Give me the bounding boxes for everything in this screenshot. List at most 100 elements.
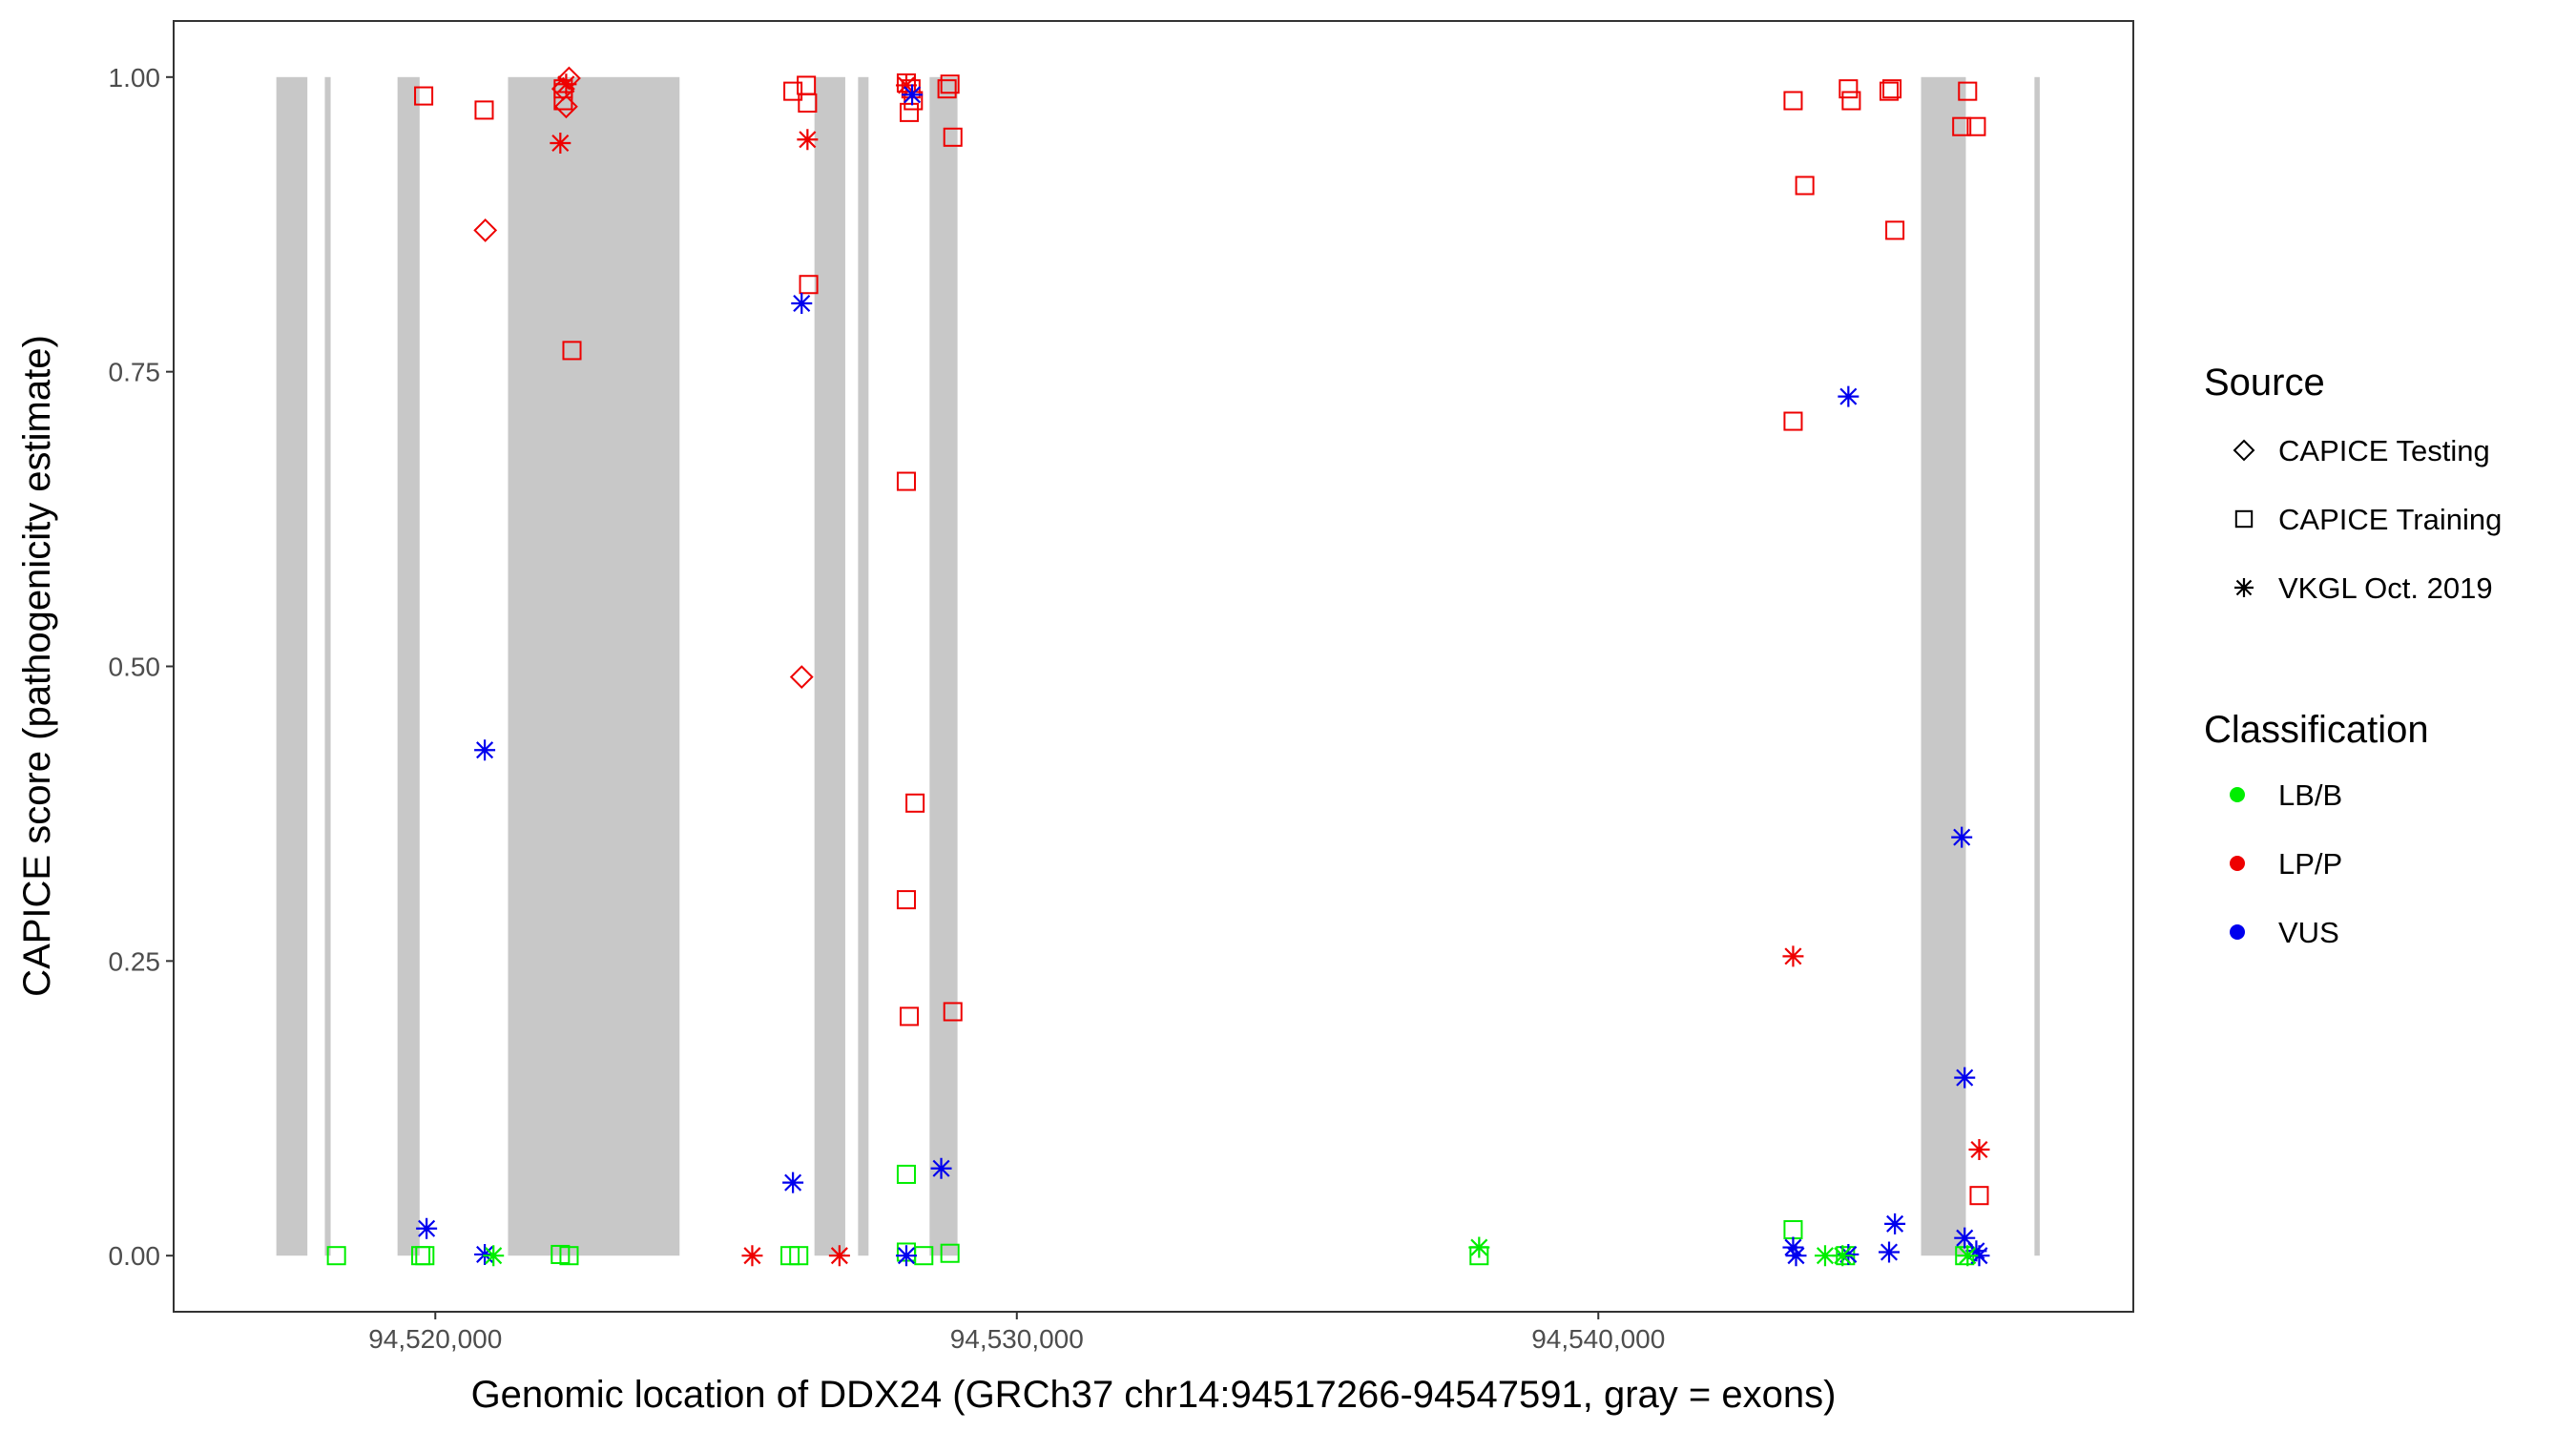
- data-point-capice-training: [1795, 176, 1815, 196]
- data-point-capice-training: [1783, 1219, 1803, 1240]
- data-point-vkgl-oct-2019: [1957, 1245, 1979, 1267]
- y-axis-title: CAPICE score (pathogenicity estimate): [16, 335, 58, 997]
- data-point-capice-training: [1966, 116, 1986, 136]
- x-tick-label: 94,530,000: [950, 1324, 1084, 1354]
- data-point-vkgl-oct-2019: [797, 129, 819, 151]
- data-point-capice-testing: [551, 76, 575, 101]
- legend-classification-label: LB/B: [2278, 778, 2342, 812]
- data-point-capice-training: [1958, 81, 1978, 101]
- legend-key-dot: [2230, 856, 2245, 871]
- data-point-capice-training: [783, 81, 803, 101]
- legend-classification: Classification LB/B LP/P VUS: [2204, 709, 2429, 949]
- data-point-capice-training: [562, 341, 582, 361]
- data-point-capice-testing: [553, 94, 578, 119]
- x-tick-label: 94,540,000: [1531, 1324, 1665, 1354]
- data-point-vkgl-oct-2019: [1965, 1240, 1987, 1262]
- x-tick-label: 94,520,000: [368, 1324, 502, 1354]
- exon-band: [324, 76, 331, 1256]
- data-point-vkgl-oct-2019: [1954, 1067, 1976, 1089]
- data-point-capice-training: [326, 1246, 346, 1266]
- data-point-vkgl-oct-2019: [1832, 1245, 1854, 1267]
- data-point-capice-training: [943, 1002, 963, 1022]
- legend-source: Source CAPICE Testing CAPICE Training VKGL…: [2204, 362, 2502, 605]
- data-point-capice-training: [1783, 91, 1803, 111]
- data-point-vkgl-oct-2019: [791, 293, 813, 314]
- legend-source-label: VKGL Oct. 2019: [2278, 571, 2493, 605]
- data-point-vkgl-oct-2019: [416, 1217, 438, 1239]
- legend-key-diamond: [2233, 439, 2255, 462]
- data-point-capice-training: [415, 1246, 435, 1266]
- data-point-vkgl-oct-2019: [1814, 1245, 1836, 1267]
- y-tick-label: 0.50: [109, 653, 161, 682]
- legend-key-square: [2234, 509, 2254, 529]
- data-point-vkgl-oct-2019: [741, 1245, 763, 1267]
- data-point-capice-testing: [557, 66, 581, 91]
- data-point-capice-training: [553, 91, 573, 111]
- data-point-capice-training: [797, 75, 817, 95]
- data-point-capice-training: [896, 1164, 916, 1184]
- y-tick-label: 0.00: [109, 1241, 161, 1271]
- data-point-vkgl-oct-2019: [782, 1172, 804, 1193]
- data-point-capice-training: [474, 100, 494, 120]
- exon-band: [1921, 76, 1966, 1256]
- data-point-vkgl-oct-2019: [1884, 1213, 1906, 1234]
- data-point-capice-training: [905, 793, 925, 813]
- y-tick-label: 0.75: [109, 358, 161, 387]
- legend-source-title: Source: [2204, 362, 2325, 404]
- legend-key-dot: [2230, 787, 2245, 802]
- data-point-capice-training: [896, 890, 916, 910]
- data-point-vkgl-oct-2019: [1951, 826, 1973, 848]
- data-point-capice-training: [899, 102, 920, 122]
- exon-band: [858, 76, 869, 1256]
- data-point-vkgl-oct-2019: [895, 74, 917, 96]
- data-point-vkgl-oct-2019: [895, 1245, 917, 1267]
- exon-layer: [276, 76, 2040, 1256]
- plot-panel: [173, 20, 2134, 1313]
- legend-source-label: CAPICE Testing: [2278, 434, 2490, 467]
- data-point-capice-training: [899, 1006, 920, 1027]
- data-point-capice-training: [1839, 79, 1859, 99]
- points-layer: [326, 66, 1990, 1267]
- data-point-vkgl-oct-2019: [1468, 1236, 1490, 1258]
- exon-band: [2034, 76, 2040, 1256]
- data-point-vkgl-oct-2019: [1782, 1236, 1804, 1258]
- data-point-vkgl-oct-2019: [1838, 385, 1859, 407]
- data-point-vkgl-oct-2019: [483, 1245, 505, 1267]
- data-point-vkgl-oct-2019: [1968, 1245, 1990, 1267]
- data-point-vkgl-oct-2019: [930, 1157, 952, 1179]
- data-point-capice-training: [896, 471, 916, 491]
- y-tick-label: 0.25: [109, 946, 161, 976]
- data-point-capice-training: [1783, 411, 1803, 431]
- data-point-capice-training: [940, 1243, 960, 1263]
- y-axis: 0.00 0.25 0.50 0.75 1.00: [109, 63, 174, 1271]
- legend-classification-label: VUS: [2278, 916, 2339, 949]
- legend-classification-label: LP/P: [2278, 847, 2342, 881]
- data-point-vkgl-oct-2019: [474, 1243, 496, 1265]
- data-point-capice-testing: [789, 665, 814, 690]
- y-tick-label: 1.00: [109, 63, 161, 93]
- data-point-vkgl-oct-2019: [1879, 1241, 1901, 1263]
- data-point-capice-training: [940, 74, 960, 94]
- data-point-capice-training: [1885, 220, 1905, 240]
- legend-key-dot: [2230, 924, 2245, 940]
- data-point-vkgl-oct-2019: [474, 739, 496, 761]
- legend-classification-title: Classification: [2204, 709, 2429, 751]
- data-point-capice-training: [1882, 79, 1902, 99]
- data-point-capice-training: [799, 275, 819, 295]
- exon-band: [508, 76, 680, 1256]
- data-point-capice-training: [1969, 1186, 1989, 1206]
- exon-band: [814, 76, 845, 1256]
- data-point-vkgl-oct-2019: [828, 1245, 850, 1267]
- data-point-vkgl-oct-2019: [1785, 1245, 1807, 1267]
- data-point-vkgl-oct-2019: [1954, 1227, 1976, 1249]
- exon-band: [397, 76, 420, 1256]
- x-axis-title: Genomic location of DDX24 (GRCh37 chr14:…: [471, 1374, 1837, 1416]
- data-point-capice-training: [789, 1246, 809, 1266]
- data-point-capice-testing: [473, 218, 498, 242]
- x-axis: 94,520,000 94,530,000 94,540,000: [368, 1312, 1665, 1354]
- legend-source-label: CAPICE Training: [2278, 503, 2502, 536]
- data-point-capice-training: [414, 86, 434, 106]
- data-point-vkgl-oct-2019: [902, 84, 924, 106]
- data-point-capice-training: [1841, 91, 1861, 111]
